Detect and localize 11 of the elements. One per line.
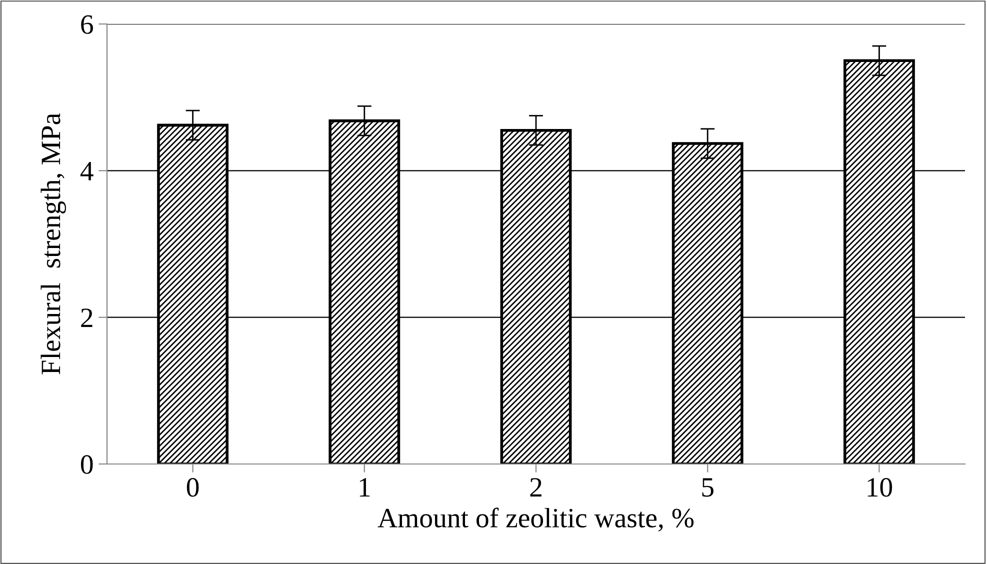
y-tick-label: 4 xyxy=(80,162,94,180)
y-tick-label: 6 xyxy=(81,15,93,34)
y-tick-label: 2 xyxy=(81,308,92,327)
x-tick-label: 10 xyxy=(868,478,892,497)
y-axis-title: Flexural strength, MPa xyxy=(40,113,66,374)
x-tick-label: 1 xyxy=(360,478,370,496)
x-tick-label: 0 xyxy=(186,478,199,497)
y-tick-label: 0 xyxy=(80,455,93,474)
x-tick-label: 5 xyxy=(702,478,714,497)
x-tick-label: 2 xyxy=(530,478,542,496)
x-axis-title: Amount of zeolitic waste, % xyxy=(378,508,694,532)
